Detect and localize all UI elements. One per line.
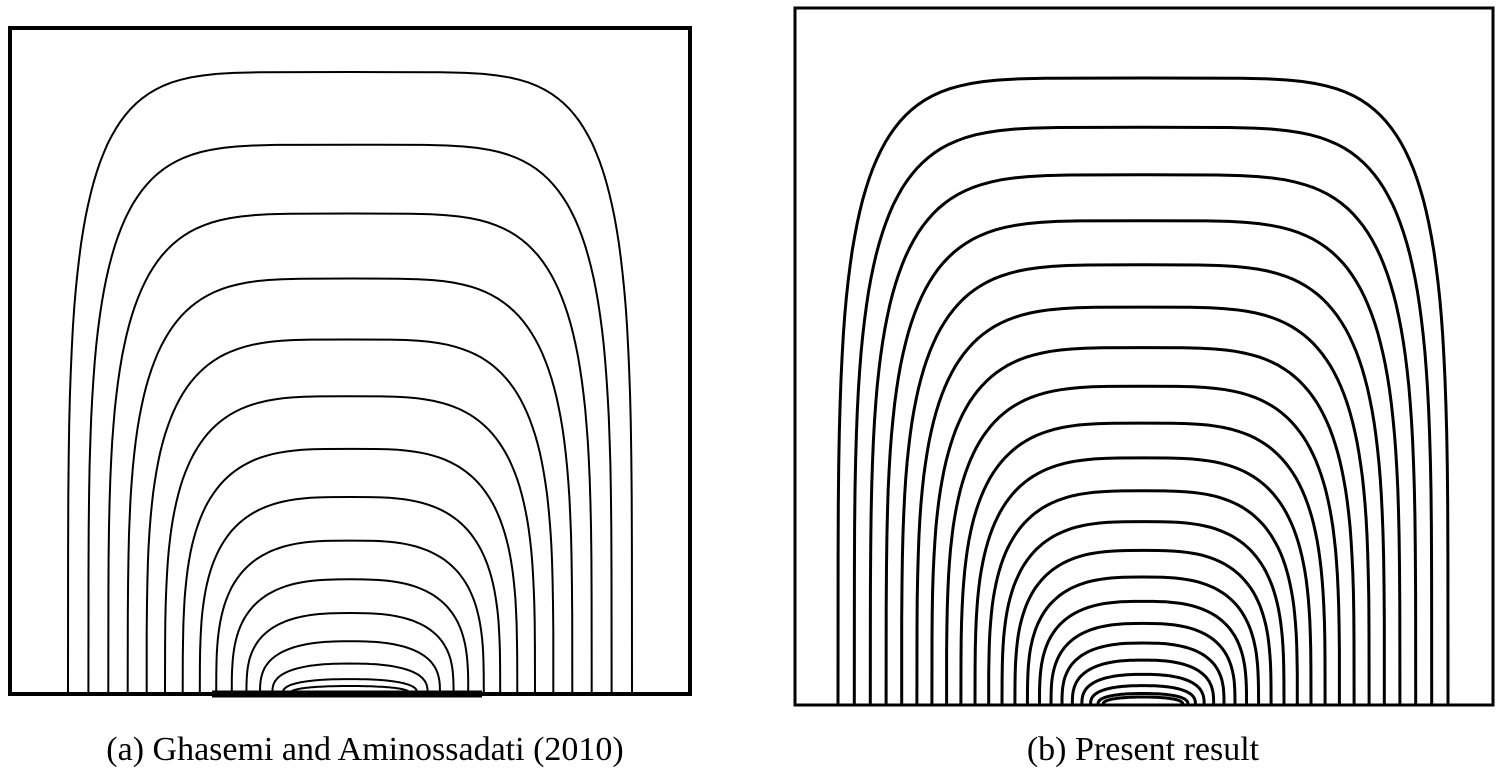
isotherm <box>1060 641 1226 705</box>
isotherm <box>164 395 536 695</box>
isotherm <box>198 495 502 695</box>
isotherm <box>1013 548 1273 706</box>
isotherm <box>836 76 1450 706</box>
isotherm <box>852 125 1434 706</box>
isotherm <box>271 662 429 695</box>
isotherm <box>930 346 1356 706</box>
isotherm <box>289 685 411 694</box>
enclosure <box>793 6 1495 707</box>
isotherm <box>145 338 555 694</box>
isotherm <box>107 212 593 695</box>
isotherm <box>1049 621 1237 706</box>
isotherm <box>1025 575 1261 706</box>
isotherm <box>126 277 574 695</box>
isotherm <box>230 578 470 694</box>
isotherm <box>1070 658 1216 706</box>
caption: (a) Ghasemi and Aminossadati (2010) <box>106 731 623 768</box>
enclosure <box>8 26 692 696</box>
isotherm <box>259 640 441 695</box>
isotherm <box>945 384 1341 705</box>
isotherm <box>215 539 485 695</box>
isotherm <box>1096 692 1190 706</box>
isotherm <box>915 305 1371 706</box>
isotherm <box>973 456 1313 706</box>
isotherm <box>1038 599 1248 705</box>
isotherm <box>281 678 419 695</box>
isotherm <box>868 173 1418 706</box>
isotherm <box>87 143 613 695</box>
isotherm <box>900 263 1386 705</box>
isotherm <box>959 421 1327 706</box>
panel-b: (b) Present result <box>793 6 1495 768</box>
isotherm <box>181 447 519 695</box>
isotherm <box>1101 695 1185 705</box>
isotherm <box>987 489 1299 705</box>
isotherm <box>1000 520 1286 706</box>
panel-a: (a) Ghasemi and Aminossadati (2010) <box>8 26 692 768</box>
isotherm <box>245 611 455 695</box>
isotherm <box>67 70 633 695</box>
isotherm <box>1089 684 1197 706</box>
caption: (b) Present result <box>1027 731 1260 768</box>
isotherm <box>1080 672 1206 705</box>
isotherm <box>884 219 1402 706</box>
